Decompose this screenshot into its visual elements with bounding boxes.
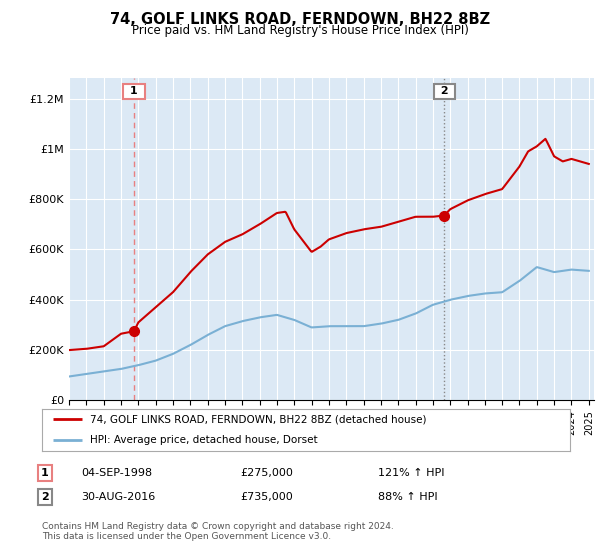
Text: 74, GOLF LINKS ROAD, FERNDOWN, BH22 8BZ (detached house): 74, GOLF LINKS ROAD, FERNDOWN, BH22 8BZ … <box>89 414 426 424</box>
Text: £735,000: £735,000 <box>240 492 293 502</box>
Text: HPI: Average price, detached house, Dorset: HPI: Average price, detached house, Dors… <box>89 435 317 445</box>
Text: 30-AUG-2016: 30-AUG-2016 <box>81 492 155 502</box>
Text: 1: 1 <box>41 468 49 478</box>
Text: £275,000: £275,000 <box>240 468 293 478</box>
Text: 1: 1 <box>126 86 142 96</box>
Text: 88% ↑ HPI: 88% ↑ HPI <box>378 492 437 502</box>
Text: 74, GOLF LINKS ROAD, FERNDOWN, BH22 8BZ: 74, GOLF LINKS ROAD, FERNDOWN, BH22 8BZ <box>110 12 490 27</box>
Text: Contains HM Land Registry data © Crown copyright and database right 2024.
This d: Contains HM Land Registry data © Crown c… <box>42 522 394 542</box>
Text: 04-SEP-1998: 04-SEP-1998 <box>81 468 152 478</box>
Text: 121% ↑ HPI: 121% ↑ HPI <box>378 468 445 478</box>
Text: 2: 2 <box>41 492 49 502</box>
Text: 2: 2 <box>437 86 452 96</box>
Text: Price paid vs. HM Land Registry's House Price Index (HPI): Price paid vs. HM Land Registry's House … <box>131 24 469 36</box>
